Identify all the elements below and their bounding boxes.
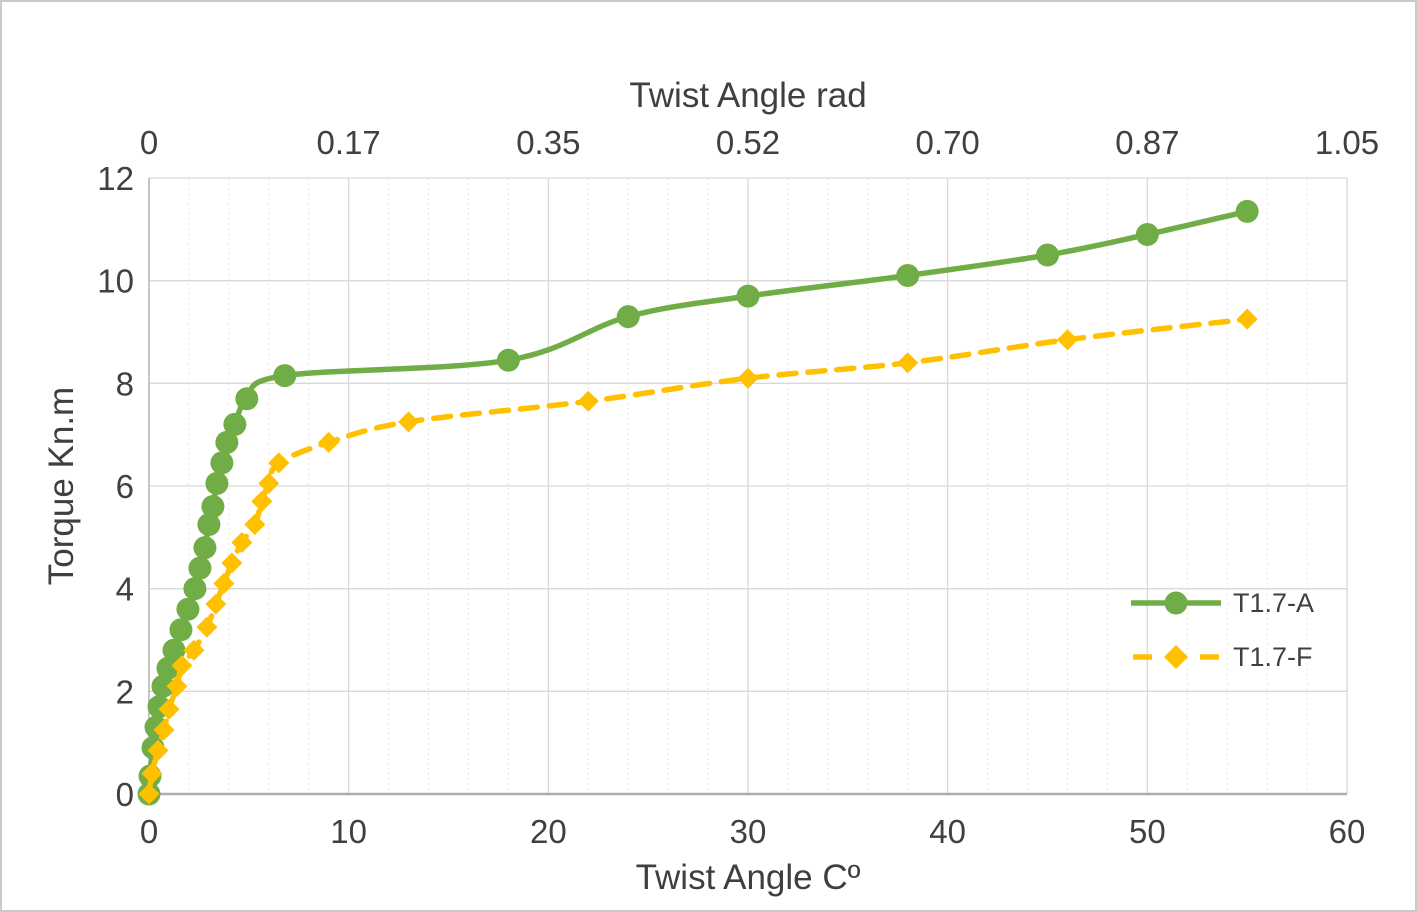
series-marker-T1.7-F bbox=[897, 352, 919, 374]
bottom-axis-tick-label: 20 bbox=[530, 813, 567, 850]
y-axis-tick-label: 12 bbox=[97, 160, 134, 197]
series-marker-T1.7-A bbox=[616, 305, 640, 329]
y-axis-tick-label: 8 bbox=[116, 365, 134, 402]
series-marker-T1.7-A bbox=[273, 364, 297, 388]
series-line-T1.7-A bbox=[146, 208, 1250, 797]
series-marker-T1.7-F bbox=[213, 573, 235, 595]
series-marker-T1.7-F bbox=[138, 783, 160, 805]
series-marker-T1.7-A bbox=[210, 451, 234, 475]
bottom-axis-tick-label: 40 bbox=[929, 813, 966, 850]
series-marker-T1.7-F bbox=[244, 514, 266, 535]
top-axis-tick-label: 0.35 bbox=[516, 124, 580, 161]
top-axis-tick-label: 0 bbox=[140, 124, 158, 161]
series-marker-T1.7-F bbox=[183, 639, 205, 661]
series-marker-T1.7-F bbox=[318, 431, 340, 453]
y-axis-tick-label: 6 bbox=[116, 468, 134, 505]
series-marker-T1.7-A bbox=[496, 348, 520, 372]
y-axis-title: Torque Kn.m bbox=[42, 386, 81, 586]
top-axis-tick-label: 0.52 bbox=[716, 124, 780, 161]
series-marker-T1.7-A bbox=[1135, 222, 1159, 246]
y-axis-tick-label: 4 bbox=[116, 571, 134, 608]
top-axis-title: Twist Angle rad bbox=[629, 76, 867, 115]
series-marker-T1.7-A bbox=[1235, 199, 1259, 223]
series-marker-T1.7-A bbox=[736, 284, 760, 308]
legend-label: T1.7-A bbox=[1233, 588, 1315, 618]
bottom-axis-tick-label: 50 bbox=[1129, 813, 1166, 850]
top-axis-tick-label: 0.17 bbox=[317, 124, 381, 161]
bottom-axis-tick-label: 0 bbox=[140, 813, 158, 850]
top-axis-tick-label: 0.70 bbox=[916, 124, 980, 161]
series-marker-T1.7-F bbox=[171, 655, 193, 677]
series-marker-T1.7-F bbox=[577, 390, 599, 412]
series-marker-T1.7-F bbox=[1236, 308, 1258, 330]
series-marker-T1.7-F bbox=[196, 616, 218, 638]
series-marker-T1.7-F bbox=[221, 552, 243, 574]
series-marker-T1.7-A bbox=[223, 412, 247, 436]
legend-dashed-line-diamond-icon bbox=[1133, 645, 1219, 669]
series-marker-T1.7-F bbox=[251, 490, 273, 512]
series-marker-T1.7-A bbox=[183, 577, 207, 601]
y-axis-tick-label: 0 bbox=[116, 776, 134, 813]
series-marker-T1.7-A bbox=[1036, 243, 1059, 267]
series-marker-T1.7-F bbox=[147, 739, 169, 761]
legend-item-t17f: T1.7-F bbox=[1128, 642, 1368, 672]
series-marker-T1.7-A bbox=[197, 513, 221, 536]
series-marker-T1.7-F bbox=[1056, 329, 1078, 351]
legend-solid-line-circle-icon bbox=[1131, 591, 1221, 615]
series-marker-T1.7-A bbox=[235, 387, 259, 411]
series-marker-T1.7-A bbox=[896, 264, 920, 288]
series-marker-T1.7-F bbox=[231, 531, 253, 553]
series-marker-T1.7-A bbox=[205, 471, 229, 495]
series-marker-T1.7-A bbox=[169, 618, 193, 642]
y-axis-tick-label: 2 bbox=[116, 673, 134, 710]
series-line-T1.7-F bbox=[146, 316, 1250, 797]
series-marker-T1.7-A bbox=[151, 674, 175, 698]
series-marker-T1.7-A bbox=[215, 430, 239, 454]
legend: T1.7-A T1.7-F bbox=[1128, 588, 1368, 672]
series-marker-T1.7-F bbox=[158, 698, 180, 720]
top-axis-tick-label: 0.87 bbox=[1115, 124, 1179, 161]
series-marker-T1.7-F bbox=[268, 452, 290, 474]
series-marker-T1.7-A bbox=[193, 536, 217, 560]
series-marker-T1.7-F bbox=[398, 411, 420, 433]
series-marker-T1.7-F bbox=[258, 472, 280, 494]
series-marker-T1.7-A bbox=[201, 495, 225, 519]
bottom-axis-title: Twist Angle Cº bbox=[635, 858, 861, 897]
bottom-axis-tick-label: 30 bbox=[730, 813, 767, 850]
legend-label: T1.7-F bbox=[1233, 642, 1313, 672]
top-axis-tick-label: 1.05 bbox=[1315, 124, 1379, 161]
series-marker-T1.7-F bbox=[141, 762, 163, 784]
bottom-axis-tick-label: 60 bbox=[1329, 813, 1366, 850]
bottom-axis-tick-label: 10 bbox=[330, 813, 367, 850]
series-marker-T1.7-F bbox=[737, 367, 759, 389]
series-marker-T1.7-F bbox=[166, 675, 188, 697]
series-marker-T1.7-A bbox=[162, 638, 186, 662]
series-marker-T1.7-A bbox=[176, 597, 200, 621]
series-marker-T1.7-A bbox=[156, 656, 180, 680]
legend-item-t17a: T1.7-A bbox=[1128, 588, 1368, 618]
series-marker-T1.7-F bbox=[153, 719, 175, 741]
series-marker-T1.7-F bbox=[205, 593, 227, 615]
series-marker-T1.7-A bbox=[188, 556, 212, 580]
y-axis-tick-label: 10 bbox=[97, 263, 134, 300]
